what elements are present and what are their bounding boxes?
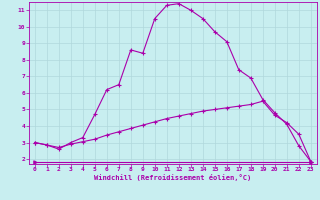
X-axis label: Windchill (Refroidissement éolien,°C): Windchill (Refroidissement éolien,°C) (94, 174, 252, 181)
